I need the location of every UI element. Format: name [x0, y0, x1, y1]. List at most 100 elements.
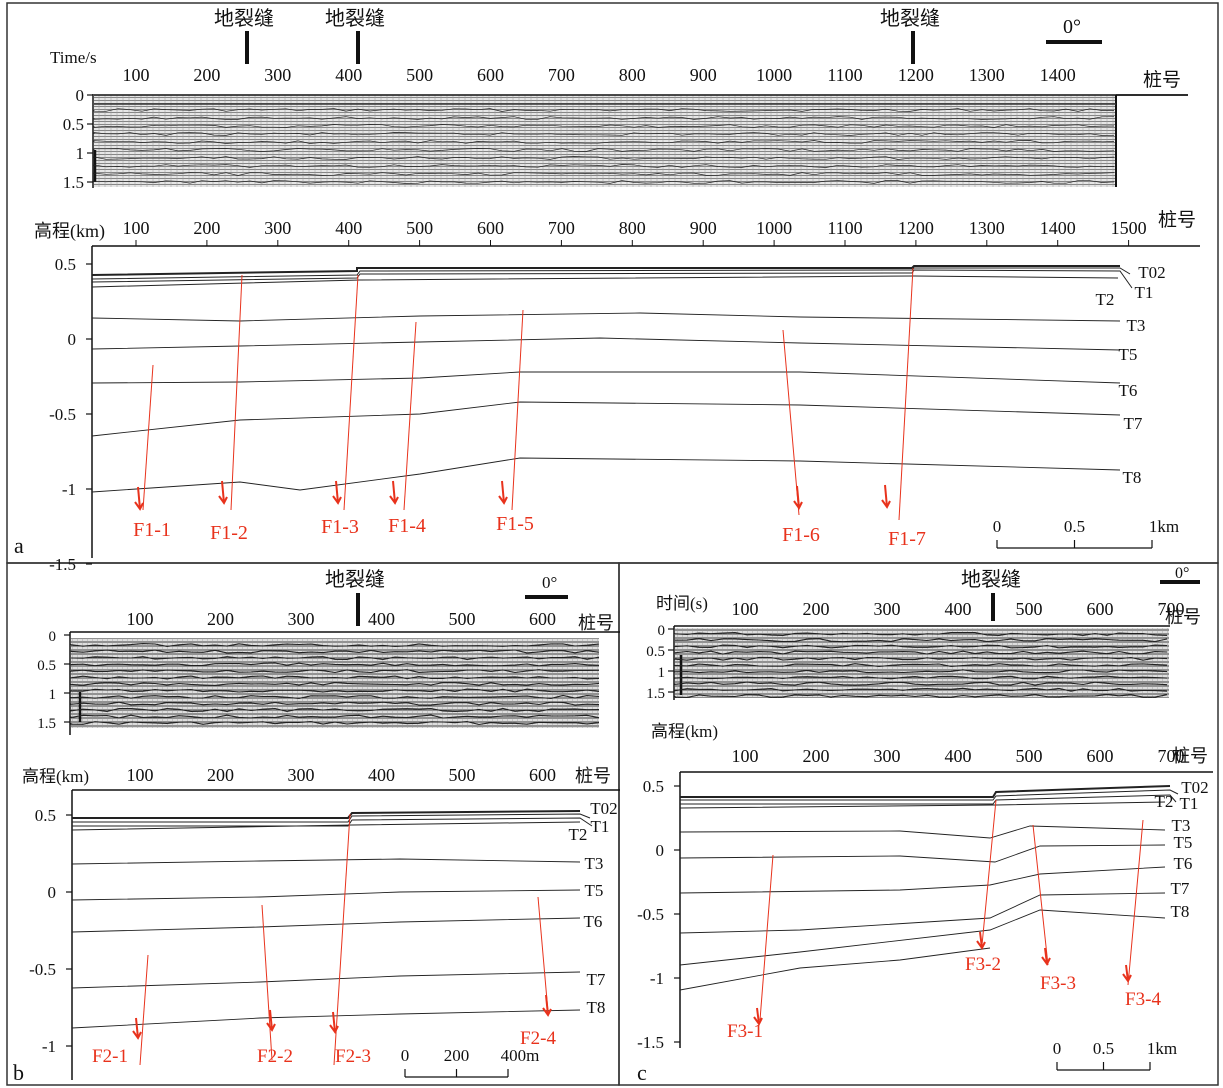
fault-label-F1-7: F1-7 [888, 528, 926, 550]
ground-surface-c [680, 785, 1171, 798]
horizon-T1 [72, 817, 593, 827]
horizon-label-T8: T8 [587, 998, 606, 1017]
dip-angle-label: 0° [1063, 16, 1081, 38]
seismic-reflector-c [674, 663, 1168, 668]
fault-line-F2-4 [537, 896, 549, 1013]
fault-arrow-F1-2-head [218, 495, 228, 505]
horizon-T1 [91, 269, 1133, 289]
time-tick-label: 0.5 [37, 658, 56, 674]
station-tick-label: 600 [477, 65, 504, 85]
fault-label-F3-2: F3-2 [965, 954, 1001, 975]
horizon-T5 [71, 889, 581, 901]
fault-arrow-F3-1-head [753, 1016, 763, 1026]
fault-arrow-F2-2 [269, 1009, 273, 1031]
time-tick-label: 1.5 [63, 173, 84, 192]
fault-label-F2-4: F2-4 [520, 1028, 556, 1049]
fault-arrow-F2-1 [135, 1017, 139, 1039]
dip-angle-label: 0° [542, 573, 557, 592]
station-tick-label: 1200 [898, 65, 934, 85]
dip-angle-label: 0° [1175, 565, 1189, 582]
fault-arrow-F1-3 [335, 480, 339, 504]
fault-arrow-F1-4-head [389, 495, 399, 505]
fault-label-F1-6: F1-6 [782, 524, 820, 546]
station-tick-label: 1400 [1040, 65, 1076, 85]
fault-arrow-F1-5-head [498, 495, 508, 505]
fault-arrow-F1-2 [221, 480, 225, 504]
elevation-tick-label: -1 [650, 969, 664, 988]
time-tick-label: 1 [49, 687, 57, 703]
dip-angle-bar [1160, 580, 1200, 584]
time-tick-label: 0.5 [63, 115, 84, 134]
fault-line-F2-3 [333, 813, 351, 1066]
fissure-label: 地裂缝 [325, 568, 385, 591]
horizon-T02 [72, 813, 591, 823]
horizon-deep-c [679, 947, 991, 991]
fault-arrow-F3-2-head [976, 940, 986, 950]
fault-label-F1-1: F1-1 [133, 519, 171, 541]
horizon-T7 [71, 971, 581, 989]
horizon-label-T2: T2 [1096, 290, 1115, 309]
elevation-tick-label: 0 [68, 330, 77, 349]
fault-line-F1-3 [343, 274, 359, 511]
seismic-reflector-a [93, 116, 1115, 120]
station-label-c-bottom: 桩号 [1172, 746, 1208, 766]
seismic-reflector-c [674, 632, 1168, 636]
fault-arrow-F1-3-head [332, 495, 342, 505]
elevation-tick-label: 0.5 [35, 806, 56, 825]
seismic-reflector-c [674, 656, 1168, 661]
fault-line-F3-4 [1127, 819, 1144, 986]
fissure-marker [356, 593, 360, 626]
station-tick-label: 200 [193, 218, 220, 238]
fissure-label: 地裂缝 [214, 7, 274, 30]
horizon-label-T02: T02 [590, 799, 617, 818]
horizon-T5 [91, 337, 1121, 351]
station-tick-label: 100 [127, 609, 154, 629]
horizon-T7 [679, 892, 1166, 934]
fault-arrow-F2-2-head [266, 1022, 276, 1032]
station-tick-label: 300 [288, 765, 315, 785]
scale-bar-b-label: 400m [501, 1046, 540, 1065]
fault-arrow-F3-4 [1125, 964, 1129, 982]
horizon-label-T6: T6 [1119, 381, 1138, 400]
seismic-reflector-b [70, 701, 600, 706]
fault-label-F2-1: F2-1 [92, 1046, 128, 1067]
horizon-label-T3: T3 [1127, 316, 1146, 335]
fault-arrow-F2-1-head [132, 1030, 142, 1040]
fault-label-F1-2: F1-2 [210, 522, 248, 544]
horizon-T5 [679, 844, 1166, 863]
seismic-reflector-b [70, 662, 600, 667]
station-tick-label: 100 [732, 599, 759, 619]
station-tick-label: 700 [548, 65, 575, 85]
seismic-reflector-c [674, 638, 1168, 643]
elevation-tick-label: -1.5 [637, 1033, 664, 1052]
station-label-c-top: 桩号 [1165, 607, 1201, 627]
horizon-label-T6: T6 [1174, 854, 1193, 873]
time-tick-label: 1.5 [37, 716, 56, 732]
fault-line-F2-2 [261, 904, 273, 1061]
station-tick-label: 400 [945, 599, 972, 619]
seismic-reflector-c [674, 694, 1168, 698]
seismic-reflector-b [70, 707, 600, 712]
fault-arrow-F2-3-head [329, 1024, 339, 1034]
seismic-reflector-b [70, 714, 600, 719]
station-tick-label: 1000 [756, 65, 792, 85]
horizon-T6 [679, 866, 1166, 894]
fault-label-F3-1: F3-1 [727, 1021, 763, 1042]
ground-surface-a [91, 265, 1120, 276]
fault-arrow-F3-1 [756, 1007, 760, 1025]
station-tick-label: 500 [406, 65, 433, 85]
seismic-reflector-c [674, 669, 1168, 674]
seismic-reflector-a [93, 108, 1115, 112]
station-tick-label: 800 [619, 218, 646, 238]
seismic-reflector-c [674, 681, 1168, 686]
station-tick-label: 1100 [827, 65, 862, 85]
seismic-reflector-c [674, 644, 1168, 649]
station-tick-label: 1200 [898, 218, 934, 238]
horizon-label-T7: T7 [587, 970, 606, 989]
station-tick-label: 700 [548, 218, 575, 238]
station-tick-label: 300 [874, 599, 901, 619]
station-tick-label: 900 [690, 218, 717, 238]
fault-label-F1-5: F1-5 [496, 513, 534, 535]
scale-bar-c-label: 0.5 [1093, 1039, 1114, 1058]
horizon-label-T5: T5 [585, 881, 604, 900]
